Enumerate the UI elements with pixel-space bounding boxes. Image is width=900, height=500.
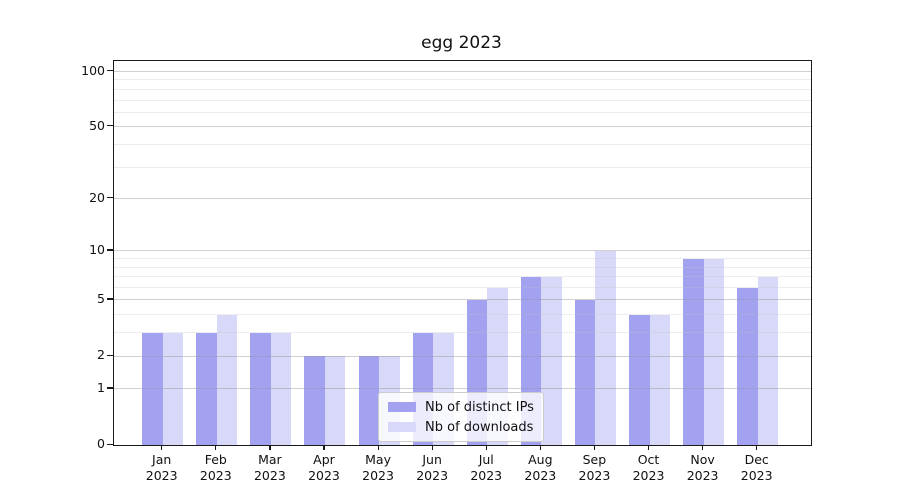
x-axis-tick-label: Apr 2023 <box>308 452 340 483</box>
grid-line-major <box>114 299 811 301</box>
legend-item: Nb of distinct IPs <box>388 398 534 416</box>
legend-label: Nb of distinct IPs <box>425 399 534 415</box>
x-axis-tick <box>648 445 650 450</box>
legend-label: Nb of downloads <box>425 419 534 435</box>
legend-swatch-downloads <box>388 422 416 432</box>
x-axis-tick-label: Oct 2023 <box>632 452 665 483</box>
bar-distinct-ips <box>629 314 650 445</box>
x-axis-tick-label: Nov 2023 <box>686 452 719 483</box>
x-axis-tick-label: May 2023 <box>362 452 394 483</box>
grid-line-minor <box>114 99 811 101</box>
y-axis-tick <box>107 197 113 199</box>
y-axis-tick-label: 10 <box>89 241 105 257</box>
grid-line-minor <box>114 314 811 316</box>
grid-line-major <box>114 250 811 252</box>
x-axis-tick-label: Mar 2023 <box>253 452 286 483</box>
bar-downloads <box>541 276 562 445</box>
grid-line-major <box>114 388 811 390</box>
y-axis-tick <box>107 443 113 445</box>
grid-line-minor <box>114 166 811 168</box>
bar-downloads <box>162 332 184 445</box>
plot-area <box>113 60 812 446</box>
x-axis-tick-label: Jun 2023 <box>416 452 449 483</box>
bar-distinct-ips <box>142 332 163 445</box>
x-axis-tick <box>269 445 271 450</box>
x-axis-tick-label: Feb 2023 <box>199 452 232 483</box>
x-axis-tick <box>539 445 542 450</box>
legend: Nb of distinct IPs Nb of downloads <box>378 392 544 442</box>
bar-downloads <box>324 356 346 445</box>
legend-swatch-distinct-ips <box>388 402 416 412</box>
bar-downloads <box>270 332 292 445</box>
bar-distinct-ips <box>250 332 271 445</box>
x-axis-tick <box>323 445 325 450</box>
bar-downloads <box>216 314 238 445</box>
x-axis-tick <box>215 445 217 450</box>
x-axis-tick <box>161 445 163 450</box>
x-axis-tick <box>485 445 487 450</box>
grid-line-minor <box>114 88 811 90</box>
grid-line-minor <box>114 287 811 289</box>
x-axis-tick <box>431 445 433 450</box>
x-axis-tick-label: Sep 2023 <box>578 452 611 483</box>
x-axis-tick-label: Dec 2023 <box>740 452 773 483</box>
y-axis-tick <box>107 354 113 356</box>
grid-line-minor <box>114 258 811 260</box>
grid-line-major <box>114 126 811 128</box>
x-axis-tick <box>377 445 379 450</box>
y-axis-tick-label: 2 <box>97 347 105 363</box>
grid-line-minor <box>114 276 811 278</box>
bar-downloads <box>649 314 670 445</box>
y-axis-tick-label: 5 <box>97 290 105 306</box>
bar-distinct-ips <box>574 299 596 445</box>
legend-item: Nb of downloads <box>388 418 534 436</box>
bar-downloads <box>595 250 616 445</box>
y-axis-tick-label: 0 <box>97 436 105 451</box>
bar-distinct-ips <box>737 287 758 445</box>
y-axis-tick <box>107 70 113 72</box>
y-axis-tick <box>107 249 113 251</box>
y-axis-tick-label: 1 <box>97 379 105 395</box>
y-axis-tick <box>107 298 113 300</box>
grid-line-minor <box>114 332 811 334</box>
chart-title: egg 2023 <box>421 33 502 53</box>
y-axis-tick-label: 20 <box>89 189 105 205</box>
y-axis-tick-label: 100 <box>81 62 105 78</box>
x-axis-tick <box>756 445 758 450</box>
y-axis-tick-label: 50 <box>89 117 105 133</box>
grid-line-major <box>114 71 811 72</box>
x-axis-tick-label: Jul 2023 <box>470 452 503 483</box>
bar-distinct-ips <box>683 258 704 445</box>
grid-line-minor <box>114 79 811 81</box>
bar-distinct-ips <box>304 356 325 445</box>
bar-distinct-ips <box>358 356 380 445</box>
grid-line-major <box>114 355 811 357</box>
bar-downloads <box>757 276 779 445</box>
x-axis-tick-label: Aug 2023 <box>524 452 557 483</box>
grid-line-minor <box>114 111 811 113</box>
y-axis-tick <box>107 125 113 127</box>
x-axis-tick <box>593 445 596 450</box>
bar-distinct-ips <box>196 332 217 445</box>
x-axis-tick-label: Jan 2023 <box>145 452 178 483</box>
y-axis-tick <box>107 387 113 389</box>
grid-line-major <box>114 198 811 200</box>
grid-line-minor <box>114 266 811 268</box>
x-axis-tick <box>702 445 704 450</box>
grid-line-minor <box>114 143 811 145</box>
bar-downloads <box>703 258 725 445</box>
